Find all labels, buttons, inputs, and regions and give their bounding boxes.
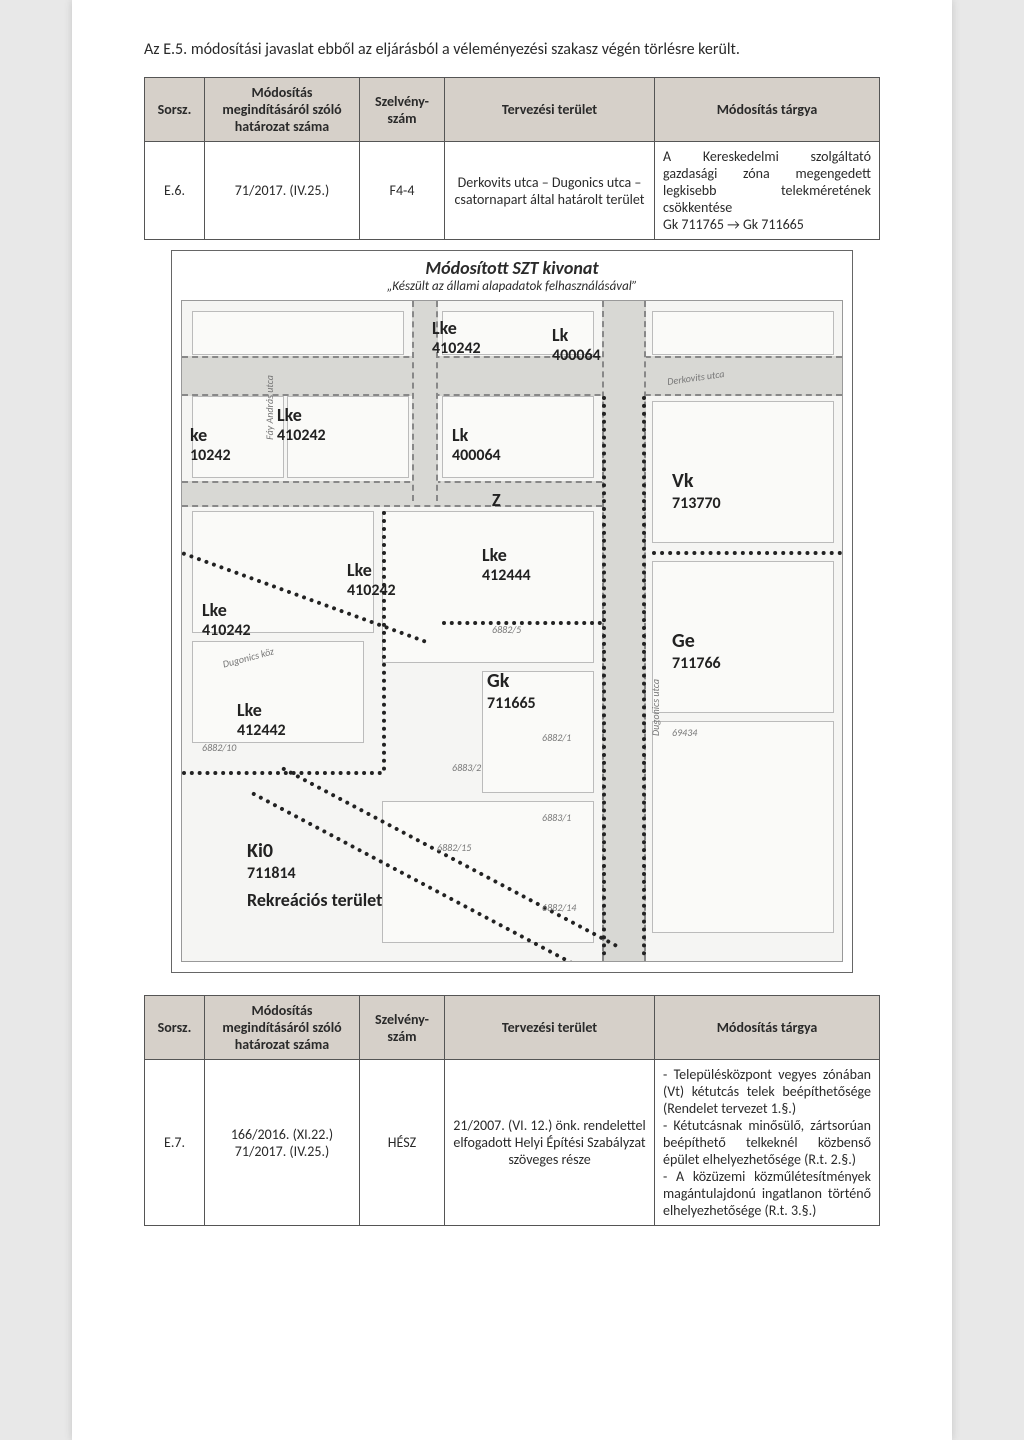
zone-label: Lk400064	[452, 426, 501, 465]
intro-text: Az E.5. módosítási javaslat ebből az elj…	[144, 40, 880, 59]
zone-boundary	[382, 511, 386, 771]
table-row: E.7. 166/2016. (XI.22.)71/2017. (IV.25.)…	[145, 1060, 880, 1226]
map-small-label: Fáy András utca	[263, 375, 276, 440]
th-sorsz: Sorsz.	[145, 78, 205, 142]
map-text: Rekreációs terület	[247, 891, 382, 910]
map-container: Módosított SZT kivonat „Készült az állam…	[171, 250, 853, 973]
cell-hat: 166/2016. (XI.22.)71/2017. (IV.25.)	[205, 1060, 360, 1226]
zone-label: Lke412444	[482, 546, 531, 585]
zone-boundary	[442, 621, 602, 625]
zone-label: Lke410242	[432, 319, 481, 358]
zone-label: ke10242	[190, 426, 231, 465]
table-e6: Sorsz. Módosítás megindításáról szóló ha…	[144, 77, 880, 240]
zone-label: Z	[492, 491, 501, 510]
table-e7: Sorsz. Módosítás megindításáról szóló ha…	[144, 995, 880, 1226]
zone-label: Lke410242	[202, 601, 251, 640]
zone-boundary	[602, 396, 606, 956]
zone-boundary	[182, 771, 382, 775]
zone-label: Vk713770	[672, 471, 721, 513]
th-targy: Módosítás tárgya	[655, 996, 880, 1060]
map-small-label: 6882/15	[437, 841, 471, 854]
zone-boundary	[652, 551, 842, 555]
cell-targy: - Településközpont vegyes zónában (Vt) k…	[655, 1060, 880, 1226]
zone-label: Lke410242	[347, 561, 396, 600]
table-row: E.6. 71/2017. (IV.25.) F4-4 Derkovits ut…	[145, 142, 880, 240]
parcel	[192, 311, 404, 355]
table-header-row: Sorsz. Módosítás megindításáról szóló ha…	[145, 996, 880, 1060]
road	[602, 301, 646, 961]
th-hat: Módosítás megindításáról szóló határozat…	[205, 78, 360, 142]
th-szelv: Szelvény-szám	[360, 996, 445, 1060]
cell-hat: 71/2017. (IV.25.)	[205, 142, 360, 240]
cell-sorsz: E.6.	[145, 142, 205, 240]
zone-label: Gk711665	[487, 671, 536, 713]
cell-targy: A Kereskedelmi szolgáltató gazdasági zón…	[655, 142, 880, 240]
zoning-map: Lke410242 Lk400064 Lke410242 ke10242 Lk40006…	[181, 300, 843, 962]
cell-szelv: HÉSZ	[360, 1060, 445, 1226]
zone-label: Lke410242	[277, 406, 326, 445]
cell-terv: Derkovits utca – Dugonics utca – csatorn…	[445, 142, 655, 240]
zone-boundary	[642, 396, 646, 956]
zone-label: Ge711766	[672, 631, 721, 673]
th-hat: Módosítás megindításáról szóló határozat…	[205, 996, 360, 1060]
map-small-label: 6883/1	[542, 811, 571, 824]
th-szelv: Szelvény-szám	[360, 78, 445, 142]
road	[182, 481, 602, 507]
cell-sorsz: E.7.	[145, 1060, 205, 1226]
map-small-label: Dugonics utca	[649, 679, 662, 736]
th-sorsz: Sorsz.	[145, 996, 205, 1060]
road	[182, 356, 842, 396]
cell-szelv: F4-4	[360, 142, 445, 240]
map-subtitle: „Készült az állami alapadatok felhasznál…	[172, 279, 852, 300]
parcel	[652, 721, 834, 933]
parcel	[382, 511, 594, 663]
page: Az E.5. módosítási javaslat ebből az elj…	[72, 0, 952, 1440]
zone-label: Ki0711814	[247, 841, 296, 883]
map-small-label: 6882/5	[492, 623, 521, 636]
parcel	[652, 311, 834, 355]
map-small-label: 6882/10	[202, 741, 236, 754]
map-title: Módosított SZT kivonat	[172, 251, 852, 279]
cell-terv: 21/2007. (VI. 12.) önk. rendelettel elfo…	[445, 1060, 655, 1226]
map-small-label: 6883/2	[452, 761, 481, 774]
zone-label: Lke412442	[237, 701, 286, 740]
table-header-row: Sorsz. Módosítás megindításáról szóló ha…	[145, 78, 880, 142]
map-small-label: 6882/1	[542, 731, 571, 744]
zone-label: Lk400064	[552, 326, 601, 365]
map-small-label: 69434	[672, 726, 697, 739]
th-targy: Módosítás tárgya	[655, 78, 880, 142]
th-terv: Tervezési terület	[445, 996, 655, 1060]
th-terv: Tervezési terület	[445, 78, 655, 142]
map-small-label: 6882/14	[542, 901, 576, 914]
